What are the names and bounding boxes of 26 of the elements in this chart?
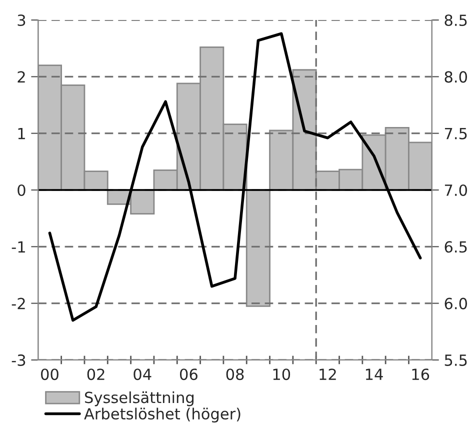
y2-tick-label: 6.5 (444, 241, 467, 253)
y2-tick-label: 8.5 (444, 14, 467, 26)
legend-label: Arbetslöshet (höger) (84, 408, 240, 423)
x-tick-label: 16 (412, 368, 430, 380)
x-tick-label: 00 (41, 368, 58, 380)
y2-tick-label: 7.5 (444, 128, 467, 140)
y-tick-label: 2 (18, 71, 25, 82)
y2-tick-label: 5.5 (444, 354, 467, 366)
legend-label: Sysselsättning (84, 391, 194, 406)
y-tick-label: 3 (18, 14, 26, 26)
y-tick-label: -1 (12, 241, 25, 252)
y2-tick-label: 8.0 (444, 71, 467, 83)
x-tick-label: 10 (273, 368, 290, 380)
y-tick-label: -3 (12, 354, 26, 366)
x-tick-label: 06 (180, 368, 198, 380)
y-tick-label: 0 (18, 184, 26, 196)
x-tick-label: 12 (320, 368, 336, 380)
y-tick-label: 1 (18, 128, 25, 140)
x-tick-label: 04 (134, 368, 152, 380)
y2-tick-label: 7.0 (444, 184, 467, 196)
x-tick-label: 08 (226, 368, 244, 380)
bar (246, 189, 270, 307)
x-tick-label: 14 (366, 368, 383, 380)
x-tick-label: 02 (87, 368, 104, 380)
y2-tick-label: 6.0 (444, 298, 467, 310)
y-tick-label: -2 (12, 298, 25, 310)
